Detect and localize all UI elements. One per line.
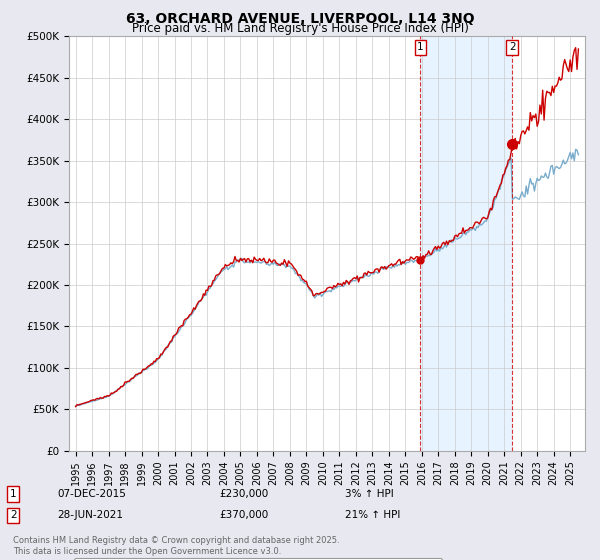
Text: 07-DEC-2015: 07-DEC-2015 (57, 489, 126, 499)
Text: 63, ORCHARD AVENUE, LIVERPOOL, L14 3NQ: 63, ORCHARD AVENUE, LIVERPOOL, L14 3NQ (125, 12, 475, 26)
Legend: 63, ORCHARD AVENUE, LIVERPOOL, L14 3NQ (detached house), HPI: Average price, det: 63, ORCHARD AVENUE, LIVERPOOL, L14 3NQ (… (74, 558, 442, 560)
Bar (421, 36, 512, 451)
Text: 21% ↑ HPI: 21% ↑ HPI (345, 510, 400, 520)
Text: 3% ↑ HPI: 3% ↑ HPI (345, 489, 394, 499)
Text: 1: 1 (10, 489, 17, 499)
Text: Price paid vs. HM Land Registry's House Price Index (HPI): Price paid vs. HM Land Registry's House … (131, 22, 469, 35)
Text: Contains HM Land Registry data © Crown copyright and database right 2025.
This d: Contains HM Land Registry data © Crown c… (13, 536, 340, 556)
Text: £370,000: £370,000 (219, 510, 268, 520)
Text: 2: 2 (509, 42, 515, 52)
Text: 28-JUN-2021: 28-JUN-2021 (57, 510, 123, 520)
Text: £230,000: £230,000 (219, 489, 268, 499)
Text: 2: 2 (10, 510, 17, 520)
Text: 1: 1 (417, 42, 424, 52)
